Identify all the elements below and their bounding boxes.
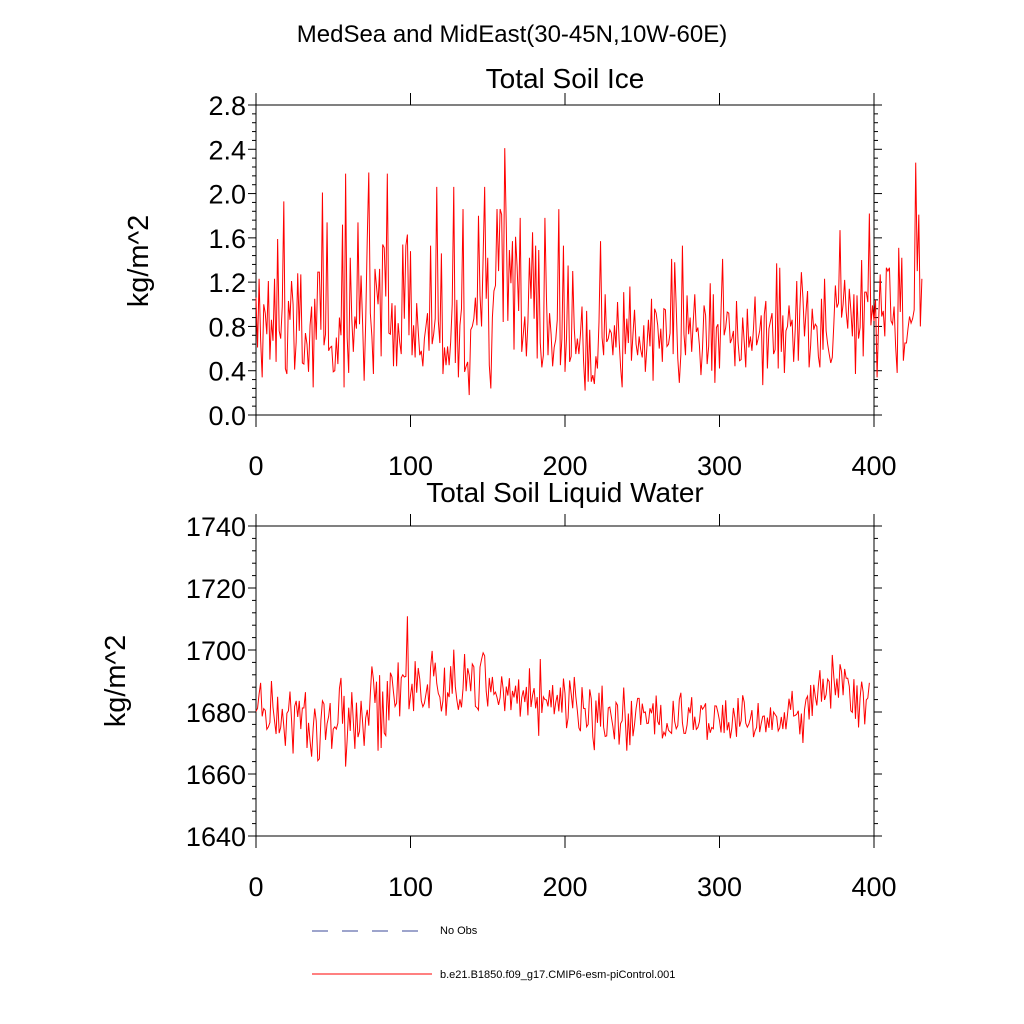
y-tick-label: 0.8 xyxy=(208,312,246,342)
y-tick-labels: 0.0 0.4 0.8 1.2 1.6 2.0 2.4 2.8 xyxy=(208,91,246,431)
axis-ticks xyxy=(248,93,882,427)
figure-title: MedSea and MidEast(30-45N,10W-60E) xyxy=(297,21,727,48)
x-tick-label: 100 xyxy=(388,451,433,481)
legend: No Obs b.e21.B1850.f09_g17.CMIP6-esm-piC… xyxy=(312,925,675,981)
chart-title: Total Soil Ice xyxy=(486,63,645,94)
y-tick-label: 2.0 xyxy=(208,180,246,210)
y-tick-label: 0.4 xyxy=(208,357,246,387)
x-tick-label: 0 xyxy=(248,451,263,481)
chart-panel-total-soil-liquid-water: Total Soil Liquid Water 1640 1660 1680 1700… xyxy=(100,477,897,902)
y-tick-label: 1680 xyxy=(186,698,246,728)
chart-title: Total Soil Liquid Water xyxy=(426,477,704,508)
y-axis-label: kg/m^2 xyxy=(123,215,155,308)
axis-ticks xyxy=(248,514,882,848)
x-tick-label: 100 xyxy=(388,872,433,902)
y-tick-label: 1720 xyxy=(186,574,246,604)
x-tick-label: 300 xyxy=(697,451,742,481)
y-tick-label: 1700 xyxy=(186,636,246,666)
legend-label: b.e21.B1850.f09_g17.CMIP6-esm-piControl.… xyxy=(440,969,675,981)
y-tick-labels: 1640 1660 1680 1700 1720 1740 xyxy=(186,512,246,852)
x-tick-label: 300 xyxy=(697,872,742,902)
y-tick-label: 1.2 xyxy=(208,268,246,298)
y-tick-label: 1660 xyxy=(186,760,246,790)
series-line xyxy=(255,616,870,767)
x-tick-label: 200 xyxy=(542,451,587,481)
x-tick-label: 0 xyxy=(248,872,263,902)
x-tick-labels: 0 100 200 300 400 xyxy=(248,451,896,481)
x-tick-label: 400 xyxy=(851,451,896,481)
chart-panel-total-soil-ice: Total Soil Ice 0.00.40.81.21.62.02.42.8 … xyxy=(123,63,923,481)
x-tick-label: 200 xyxy=(542,872,587,902)
y-tick-label: 1740 xyxy=(186,512,246,542)
x-tick-labels: 0 100 200 300 400 xyxy=(248,872,896,902)
y-axis-label: kg/m^2 xyxy=(100,635,132,728)
series-line xyxy=(255,148,923,396)
y-tick-label: 0.0 xyxy=(208,401,246,431)
legend-label: No Obs xyxy=(440,925,478,937)
legend-item-no-obs: No Obs xyxy=(312,925,478,937)
y-tick-label: 2.8 xyxy=(208,91,246,121)
y-tick-label: 2.4 xyxy=(208,135,246,165)
legend-item-model-run: b.e21.B1850.f09_g17.CMIP6-esm-piControl.… xyxy=(312,969,675,981)
y-tick-label: 1.6 xyxy=(208,224,246,254)
y-tick-label: 1640 xyxy=(186,822,246,852)
x-tick-label: 400 xyxy=(851,872,896,902)
